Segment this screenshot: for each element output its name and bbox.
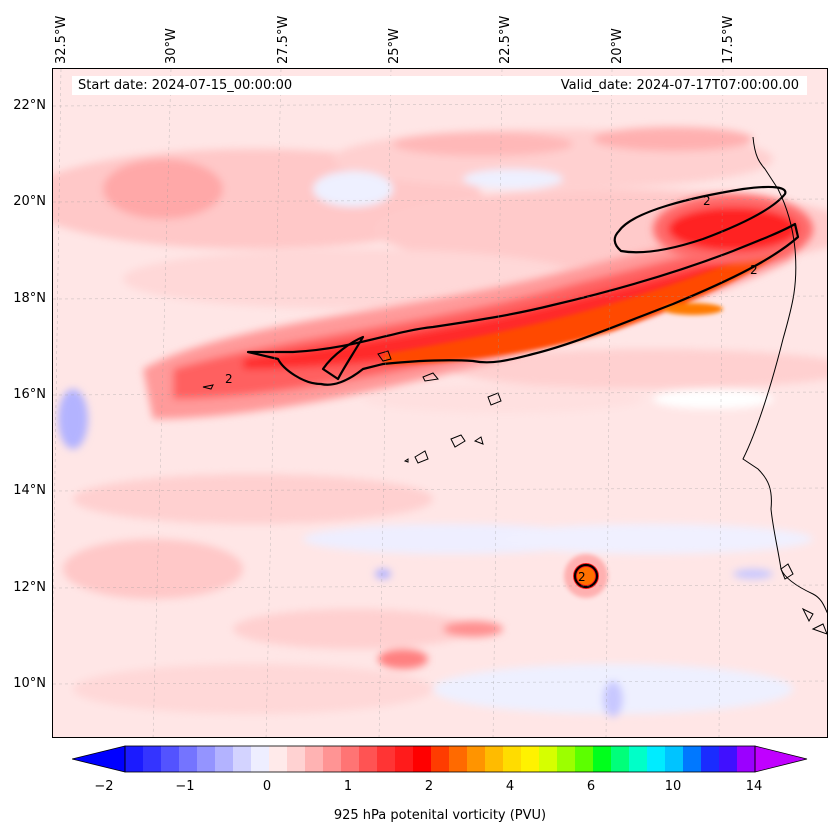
colorbar-cell xyxy=(467,746,486,772)
lat-label-14n: 14°N xyxy=(13,483,46,498)
lat-label-18n: 18°N xyxy=(13,291,46,306)
pv-field-svg: 2 2 2 2 xyxy=(53,69,827,737)
colorbar-cell xyxy=(359,746,378,772)
contour-label-group: 2 2 2 2 xyxy=(225,194,758,584)
colorbar-cell xyxy=(575,746,594,772)
lon-label-22-5w: 22.5°W xyxy=(498,15,513,64)
colorbar-cell xyxy=(125,746,144,772)
colorbar-cell xyxy=(143,746,162,772)
colorbar-cell xyxy=(287,746,306,772)
colorbar-tick-1: −1 xyxy=(175,779,195,794)
contour-label-1: 2 xyxy=(703,194,711,208)
colorbar-cell xyxy=(593,746,612,772)
contour-2pvu xyxy=(246,185,800,386)
colorbar-tick-0: −2 xyxy=(94,779,114,794)
contour-label-4: 2 xyxy=(578,570,586,584)
contour-label-3: 2 xyxy=(225,372,233,386)
colorbar-cell xyxy=(233,746,252,772)
colorbar-cell xyxy=(305,746,324,772)
colorbar-cell xyxy=(557,746,576,772)
colorbar-cell xyxy=(665,746,684,772)
lat-label-12n: 12°N xyxy=(13,580,46,595)
lat-label-10n: 10°N xyxy=(13,676,46,691)
colorbar-cell xyxy=(323,746,342,772)
cabo-verde-islands xyxy=(202,350,502,464)
colorbar-cell xyxy=(197,746,216,772)
colorbar-cell xyxy=(539,746,558,772)
lon-label-27-5w: 27.5°W xyxy=(276,15,291,64)
pv-vortex-spot xyxy=(564,554,608,598)
colorbar-cell xyxy=(215,746,234,772)
colorbar-cell xyxy=(485,746,504,772)
lat-label-20n: 20°N xyxy=(13,194,46,209)
colorbar xyxy=(72,745,808,773)
colorbar-cell xyxy=(503,746,522,772)
colorbar-cell xyxy=(179,746,198,772)
colorbar-cell xyxy=(719,746,738,772)
lat-label-16n: 16°N xyxy=(13,387,46,402)
lon-label-20w: 20°W xyxy=(610,28,625,64)
colorbar-cell xyxy=(647,746,666,772)
colorbar-label: 925 hPa potenital vorticity (PVU) xyxy=(333,808,547,823)
graticule xyxy=(53,69,827,737)
pv-secondary xyxy=(653,194,813,264)
colorbar-cell xyxy=(269,746,288,772)
colorbar-tick-8: 14 xyxy=(745,779,763,794)
lon-label-17-5w: 17.5°W xyxy=(721,15,736,64)
colorbar-tick-4: 2 xyxy=(424,779,434,794)
pv-map: 2 2 2 2 xyxy=(52,68,828,738)
colorbar-cell xyxy=(683,746,702,772)
colorbar-cell xyxy=(251,746,270,772)
colorbar-tick-6: 6 xyxy=(586,779,596,794)
colorbar-cell xyxy=(629,746,648,772)
colorbar-tick-7: 10 xyxy=(664,779,682,794)
colorbar-cell xyxy=(521,746,540,772)
colorbar-cell xyxy=(449,746,468,772)
colorbar-cell xyxy=(341,746,360,772)
lon-label-30w: 30°W xyxy=(164,28,179,64)
contour-label-2: 2 xyxy=(750,263,758,277)
colorbar-tick-2: 0 xyxy=(262,779,272,794)
lon-label-25w: 25°W xyxy=(387,28,402,64)
colorbar-tick-3: 1 xyxy=(343,779,353,794)
colorbar-under-arrow xyxy=(72,745,126,773)
colorbar-cell xyxy=(611,746,630,772)
lat-label-22n: 22°N xyxy=(13,98,46,113)
colorbar-cell xyxy=(377,746,396,772)
start-date-label: Start date: 2024-07-15_00:00:00 xyxy=(72,76,338,95)
colorbar-cells xyxy=(125,746,756,772)
colorbar-cell xyxy=(431,746,450,772)
colorbar-cell xyxy=(701,746,720,772)
colorbar-cell xyxy=(737,746,756,772)
pv-streak xyxy=(143,219,798,419)
colorbar-cell xyxy=(413,746,432,772)
west-africa-coastline xyxy=(742,136,827,635)
valid-date-label: Valid_date: 2024-07-17T07:00:00.00 xyxy=(332,76,807,95)
colorbar-cell xyxy=(161,746,180,772)
colorbar-over-arrow xyxy=(754,745,808,773)
lon-label-32-5w: 32.5°W xyxy=(54,15,69,64)
lower-banding xyxy=(58,389,813,717)
colorbar-tick-5: 4 xyxy=(505,779,515,794)
colorbar-cell xyxy=(395,746,414,772)
